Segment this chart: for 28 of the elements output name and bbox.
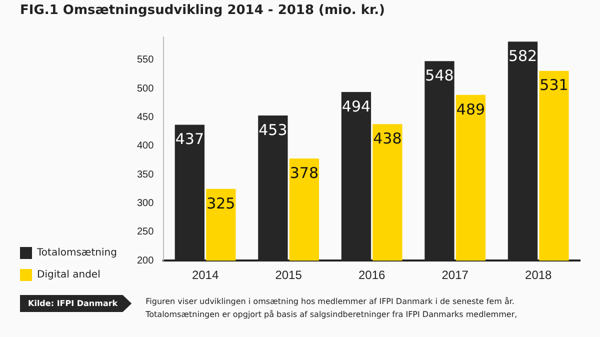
data-label: 453 [258,120,288,139]
y-tick-label: 400 [136,140,154,152]
data-label: 489 [456,100,486,118]
legend-label: Digital andel [37,270,100,281]
data-label: 325 [206,194,236,212]
y-tick-label: 250 [136,226,154,238]
data-label: 548 [425,66,454,84]
x-tick-label: 2017 [442,268,469,282]
x-tick-label: 2015 [275,268,302,282]
y-tick-label: 550 [136,54,154,66]
text: Figuren viser udviklingen i omsætning hos medlemmer af IFPI Danmark i de seneste fem år. Totalomsætningen er opgjort på basis af salgsindberetninger fra IFPI Danmarks medlemmer, [146,296,518,321]
data-label: 437 [175,130,204,148]
text: Kilde: IFPI Danmark [20,295,132,312]
x-tick-label: 2016 [358,268,386,282]
y-tick-label: 500 [136,83,154,94]
data-label: 531 [540,76,568,94]
y-tick-label: 350 [136,169,154,180]
data-label: 494 [342,97,371,116]
legend-label: Totalomsætning [36,248,117,259]
x-tick-label: 2018 [525,268,552,282]
data-label: 378 [290,164,318,182]
data-label: 582 [508,46,538,65]
y-tick-label: 300 [136,198,154,210]
y-tick-label: 200 [136,255,154,266]
chart-title: FIG.1 Omsætningsudvikling 2014 - 2018 (mio. kr.) [19,2,386,20]
x-tick-label: 2014 [192,268,219,282]
data-label: 438 [373,130,402,148]
y-tick-label: 450 [136,112,154,124]
